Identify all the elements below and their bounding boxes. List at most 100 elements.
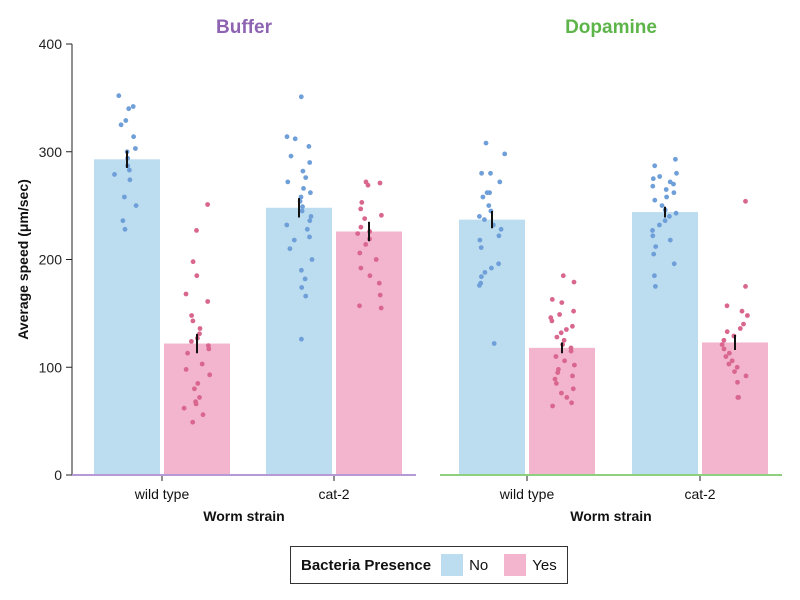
panel-0-point-0-1-9 [197,331,202,337]
panel-1-bar-cat-2-yes [702,342,768,475]
panel-0-point-1-1-9 [355,231,361,237]
panel-1-point-0-0-1 [502,151,508,157]
panel-0-point-1-1-4 [358,206,364,212]
panel-1-point-1-0-4 [650,176,656,182]
panel-1-point-0-1-3 [559,300,565,305]
panel-1-point-1-1-2 [724,303,730,309]
panel-0-point-0-0-6 [131,134,137,140]
legend-title: Bacteria Presence [301,556,432,574]
panel-0-point-1-0-16 [307,218,313,224]
panel-1-point-0-0-20 [479,274,484,280]
panel-1-point-0-1-24 [570,386,576,392]
panel-1-point-1-0-15 [667,214,672,219]
panel-0-point-0-1-19 [192,386,197,392]
panel-0-point-0-0-16 [122,226,128,232]
panel-0-point-0-0-0 [116,93,122,99]
panel-1-point-1-0-1 [652,163,658,169]
panel-1-bar-wild-type-no [459,219,525,475]
panel-1-point-1-0-9 [671,190,677,196]
panel-1-point-0-1-9 [564,327,569,332]
panel-0-point-1-0-21 [287,246,293,252]
panel-1-point-0-0-3 [488,170,493,176]
panel-1-point-0-0-19 [482,270,488,275]
panel-0-bar-cat-2-yes [336,231,402,475]
panel-1-point-0-1-22 [552,376,558,382]
panel-0-point-1-0-5 [307,160,313,165]
panel-0-point-0-1-5 [205,299,211,304]
legend-label-yes: Yes [532,556,557,574]
panel-1-point-1-1-11 [721,346,727,352]
panel-1-point-0-0-0 [483,140,489,146]
panel-0-point-0-1-11 [189,339,194,344]
panel-1-point-1-1-10 [719,342,725,347]
panel-0-x-tick-label-1: cat-2 [318,486,349,502]
panel-0-point-1-0-3 [306,144,312,149]
panel-1-point-1-0-20 [667,237,673,243]
legend: Bacteria Presence No Yes [290,546,568,584]
panel-0-point-1-1-2 [365,182,371,188]
panel-0-point-1-1-17 [377,292,383,298]
panel-0-point-0-1-4 [183,291,189,297]
panel-1-point-1-1-12 [727,350,732,356]
panel-1-point-0-1-23 [554,381,559,386]
panel-0-point-1-0-20 [291,237,297,243]
panel-0-point-1-0-9 [301,186,306,191]
panel-1-point-0-0-7 [480,194,486,200]
panel-1-point-0-0-2 [479,170,484,176]
panel-1-point-0-1-27 [569,400,574,406]
panel-1-point-1-0-8 [663,187,669,192]
panel-0-bar-wild-type-no [94,159,160,476]
panel-1-point-1-0-2 [674,170,679,176]
panel-0-bar-wild-type-yes [164,343,230,475]
panel-0-point-0-1-23 [181,405,187,411]
y-tick-label-4: 400 [39,36,63,52]
panel-1-point-1-0-22 [651,251,657,257]
panel-0-point-0-1-17 [207,372,213,378]
panel-1-point-1-1-19 [735,379,740,385]
panel-1-point-0-1-16 [553,354,559,359]
panel-0-point-0-1-20 [197,395,202,400]
y-tick-label-3: 300 [39,144,63,160]
panel-1-point-1-0-12 [659,203,665,209]
panel-1-point-1-0-7 [650,183,656,189]
y-tick-label-1: 100 [39,359,63,375]
panel-1-point-0-0-13 [498,226,504,232]
panel-1-point-1-0-17 [657,222,662,228]
panel-1-point-1-1-9 [721,337,727,343]
panel-1-point-1-1-21 [736,395,741,400]
panel-1-point-0-1-20 [555,370,561,375]
panel-1-bar-cat-2-no [632,212,698,475]
panel-0-point-0-0-4 [118,122,124,128]
panel-0-point-1-0-26 [303,293,309,299]
panel-1-point-1-0-18 [650,228,655,233]
panel-0-point-0-1-2 [190,259,196,265]
panel-0-point-1-0-22 [309,257,315,262]
panel-1-point-1-1-7 [724,329,730,335]
panel-1-point-1-0-10 [664,194,669,200]
panel-1-point-0-1-0 [560,273,566,279]
y-tick-label-2: 200 [39,252,63,268]
panel-1-point-0-0-23 [491,341,497,346]
panel-0-point-1-1-19 [378,305,384,311]
panel-0-point-0-1-22 [193,401,199,407]
panel-1-point-1-1-14 [729,358,735,364]
panel-0-point-1-0-19 [307,234,312,240]
panel-1-point-1-0-23 [671,261,677,267]
panel-0-point-1-0-8 [285,179,291,185]
panel-0-point-0-1-15 [199,361,205,367]
panel-1-point-0-1-10 [558,330,564,336]
panel-0-point-1-1-11 [363,242,369,247]
panel-0-point-1-1-14 [358,265,364,271]
panel-0-point-0-0-12 [127,177,133,183]
panel-0-point-1-1-18 [357,303,362,309]
panel-0-point-1-0-2 [292,136,298,142]
panel-0-point-1-1-7 [358,224,364,230]
panel-0-point-1-1-16 [376,280,382,286]
panel-1-point-0-1-7 [549,318,555,324]
panel-0-point-0-1-3 [194,273,200,279]
panel-1-point-1-0-16 [662,218,668,224]
panel-0-point-1-1-6 [362,216,368,222]
panel-1-x-tick-label-1: cat-2 [684,486,715,502]
panel-0-x-tick-label-0: wild type [134,486,190,502]
